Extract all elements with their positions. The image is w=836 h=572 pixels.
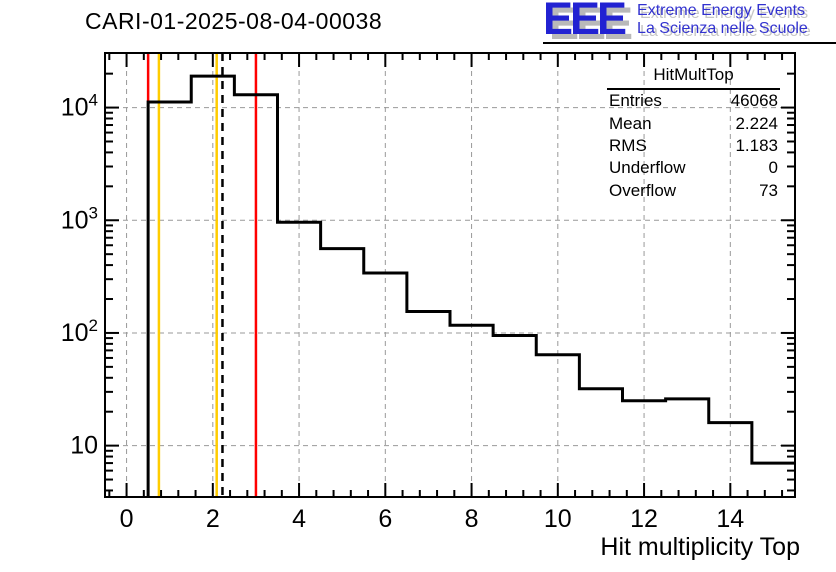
stats-label: Overflow <box>609 180 677 200</box>
stats-value: 2.224 <box>735 113 778 133</box>
stats-box-title: HitMultTop <box>607 65 780 90</box>
stats-box: HitMultTop Entries 46068 Mean 2.224 RMS 1.183… <box>607 65 780 202</box>
eee-logo: EEE Extreme Energy Events La Scienza nel… <box>543 0 836 44</box>
stats-value: 1.183 <box>735 135 778 155</box>
stats-value: 0 <box>768 158 778 178</box>
x-tick-label: 12 <box>630 505 658 533</box>
stats-row: Underflow 0 <box>607 157 780 179</box>
y-tick-label: 104 <box>61 91 98 122</box>
x-tick-label: 0 <box>120 505 134 533</box>
x-tick-label: 4 <box>292 505 306 533</box>
stats-label: RMS <box>609 135 647 155</box>
plot-title: CARI-01-2025-08-04-00038 <box>85 8 383 34</box>
stats-label: Entries <box>609 91 662 111</box>
eee-logo-acronym: EEE <box>543 0 627 44</box>
stats-rows: Entries 46068 Mean 2.224 RMS 1.183 Underflow 0 O… <box>607 90 780 202</box>
y-tick-label: 103 <box>61 203 98 234</box>
stats-label: Mean <box>609 113 652 133</box>
histogram-step-line <box>146 74 795 497</box>
plot-frame <box>104 52 796 498</box>
eee-logo-tagline-2: La Scienza nelle Scuole <box>637 20 808 37</box>
y-tick-label: 10 <box>70 432 98 460</box>
x-tick-label: 14 <box>716 505 744 533</box>
stats-row: Entries 46068 <box>607 90 780 112</box>
x-tick-label: 8 <box>465 505 479 533</box>
stats-value: 46068 <box>730 91 778 111</box>
x-tick-label: 6 <box>378 505 392 533</box>
stats-value: 73 <box>759 180 778 200</box>
eee-logo-taglines: Extreme Energy Events La Scienza nelle S… <box>637 2 808 38</box>
x-tick-label: 2 <box>206 505 220 533</box>
y-tick-label: 102 <box>61 316 98 347</box>
eee-logo-tagline-1: Extreme Energy Events <box>637 2 806 19</box>
stats-label: Underflow <box>609 158 686 178</box>
stats-row: Overflow 73 <box>607 180 780 202</box>
x-tick-label: 10 <box>544 505 572 533</box>
stats-row: Mean 2.224 <box>607 112 780 134</box>
stats-row: RMS 1.183 <box>607 135 780 157</box>
x-axis-title: Hit multiplicity Top <box>600 533 800 561</box>
